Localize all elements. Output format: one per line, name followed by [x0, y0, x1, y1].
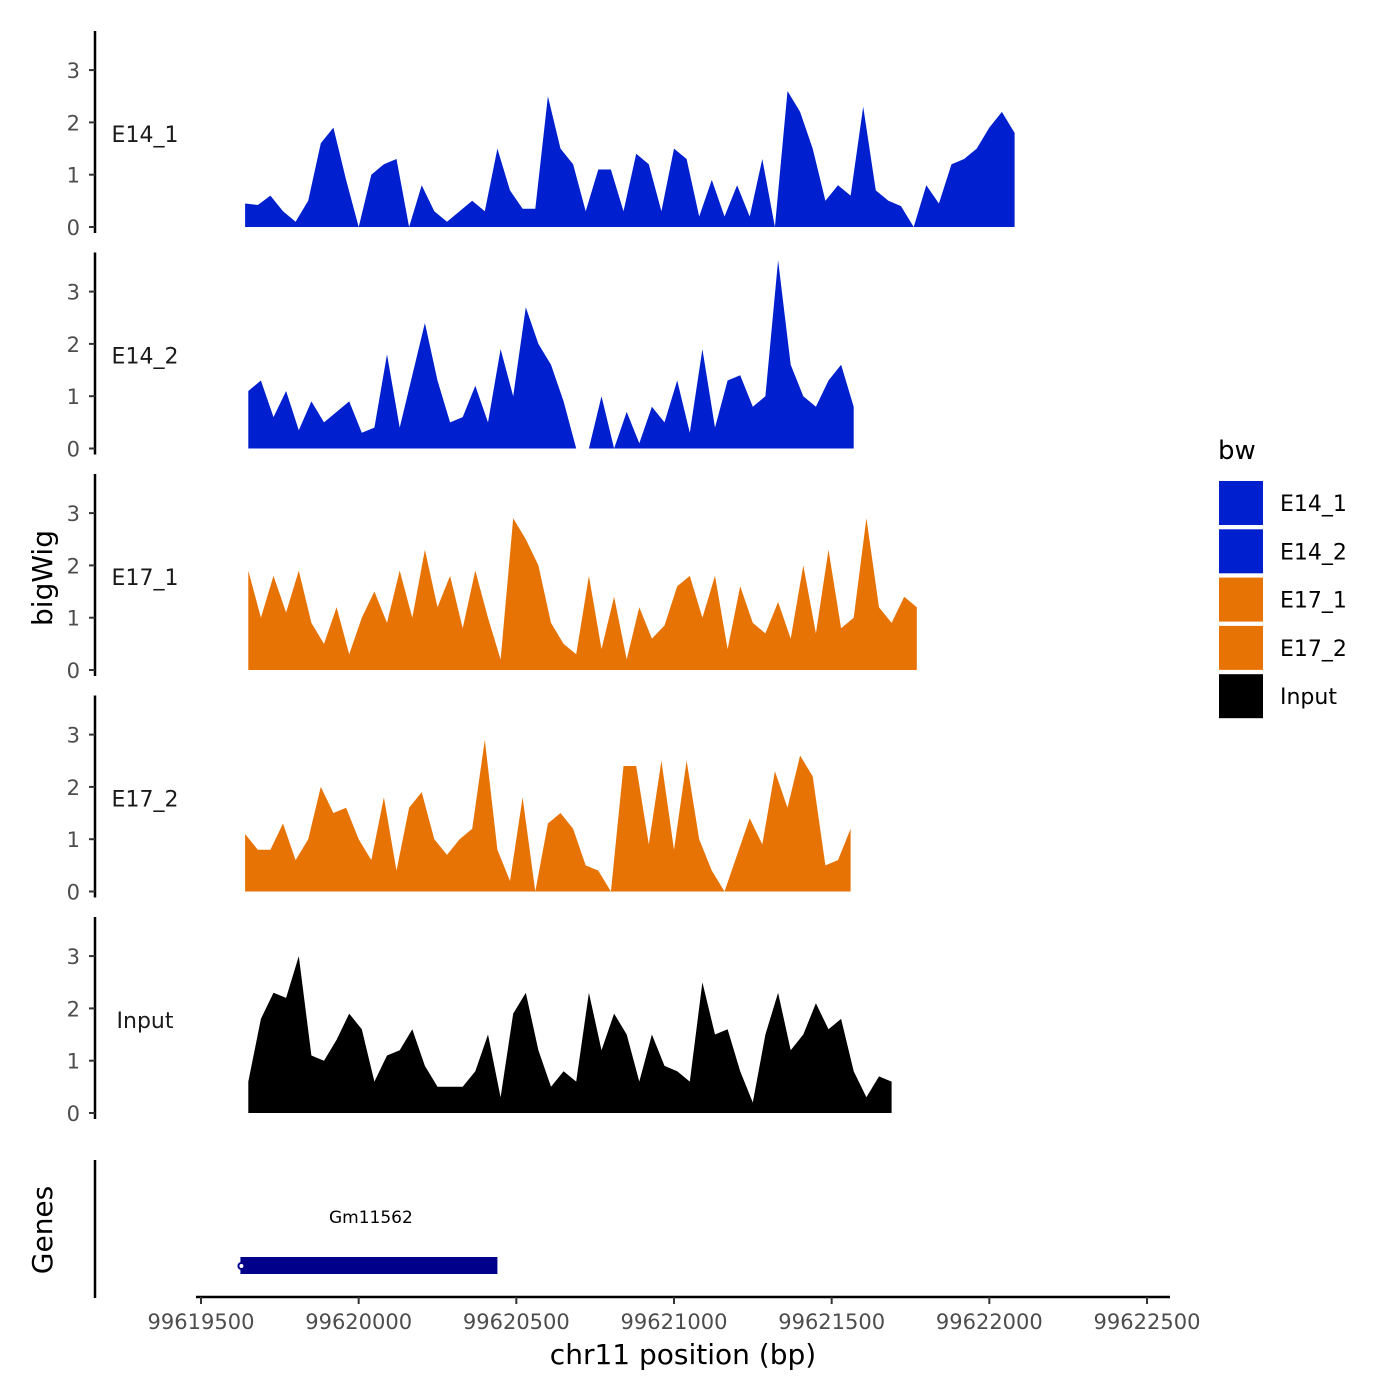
y-tick-label: 3 — [67, 724, 80, 748]
x-tick-label: 99620500 — [463, 1310, 570, 1334]
track-E17_1: 0 1 2 3 E17_1 — [67, 474, 917, 683]
y-tick-label: 3 — [67, 502, 80, 526]
legend-title: bw — [1218, 436, 1256, 466]
y-tick-label: 2 — [67, 776, 80, 800]
gene-body — [240, 1257, 498, 1274]
track-label: Input — [117, 1009, 174, 1034]
x-axis: 99619500 99620000 99620500 99621000 99621500… — [148, 1295, 1201, 1334]
y-tick-label: 2 — [67, 333, 80, 357]
y-tick-label: 1 — [67, 1050, 80, 1074]
track-Input: 0 1 2 3 Input — [67, 917, 892, 1126]
y-tick-label: 3 — [67, 281, 80, 305]
genes-track: Gm11562 — [93, 1160, 498, 1298]
y-tick-label: 3 — [67, 59, 80, 83]
legend-swatch — [1219, 577, 1263, 622]
legend-label: E14_1 — [1280, 492, 1347, 517]
y-tick-label: 2 — [67, 554, 80, 578]
signal-area-E14_1 — [245, 91, 1015, 227]
track-E14_2: 0 1 2 3 E14_2 — [67, 252, 854, 462]
signal-area-E14_2 — [248, 260, 854, 449]
x-tick-label: 99622000 — [936, 1310, 1043, 1334]
y-tick-label: 0 — [67, 216, 80, 240]
legend-swatch — [1219, 481, 1263, 525]
gene-tss-marker — [237, 1262, 246, 1270]
gene-label: Gm11562 — [329, 1208, 413, 1228]
y-tick-label: 0 — [67, 881, 80, 905]
track-label: E14_2 — [112, 345, 179, 370]
legend-label: E14_2 — [1280, 540, 1347, 565]
y-tick-label: 3 — [67, 945, 80, 969]
legend-swatch — [1219, 674, 1263, 719]
legend-label: Input — [1280, 685, 1337, 710]
signal-area-E17_2 — [245, 739, 851, 892]
x-tick-label: 99621500 — [778, 1310, 885, 1334]
x-tick-label: 99620000 — [305, 1310, 412, 1334]
track-label: E17_1 — [112, 566, 179, 591]
legend-label: E17_2 — [1280, 637, 1347, 662]
genes-axis-title: Genes — [26, 1186, 59, 1274]
y-tick-label: 0 — [67, 659, 80, 683]
track-label: E17_2 — [112, 788, 179, 813]
x-axis-title: chr11 position (bp) — [550, 1338, 816, 1371]
legend-swatch — [1219, 529, 1263, 574]
bigwig-tracks: 0 1 2 3 E14_1 0 1 2 3 E14_2 0 1 2 3 E17_1 0 1 2 3 E17_2 0 1 2 3… — [67, 31, 1015, 1126]
legend: bw E14_1 E14_2 E17_1 E17_2 Input — [1218, 436, 1347, 719]
track-label: E14_1 — [112, 123, 179, 148]
x-tick-label: 99621000 — [621, 1310, 728, 1334]
y-tick-label: 1 — [67, 164, 80, 188]
track-E14_1: 0 1 2 3 E14_1 — [67, 31, 1015, 240]
y-tick-label: 1 — [67, 385, 80, 409]
y-tick-label: 2 — [67, 997, 80, 1021]
y-axis-title: bigWig — [26, 530, 59, 626]
y-tick-label: 1 — [67, 828, 80, 852]
y-tick-label: 1 — [67, 607, 80, 631]
y-tick-label: 0 — [67, 438, 80, 462]
x-tick-label: 99622500 — [1094, 1310, 1201, 1334]
legend-swatch — [1219, 625, 1263, 670]
signal-area-E17_1 — [248, 518, 917, 670]
x-tick-label: 99619500 — [148, 1310, 255, 1334]
y-tick-label: 2 — [67, 111, 80, 135]
track-E17_2: 0 1 2 3 E17_2 — [67, 695, 851, 905]
signal-area-Input — [248, 956, 892, 1113]
y-tick-label: 0 — [67, 1102, 80, 1126]
legend-label: E17_1 — [1280, 589, 1347, 614]
